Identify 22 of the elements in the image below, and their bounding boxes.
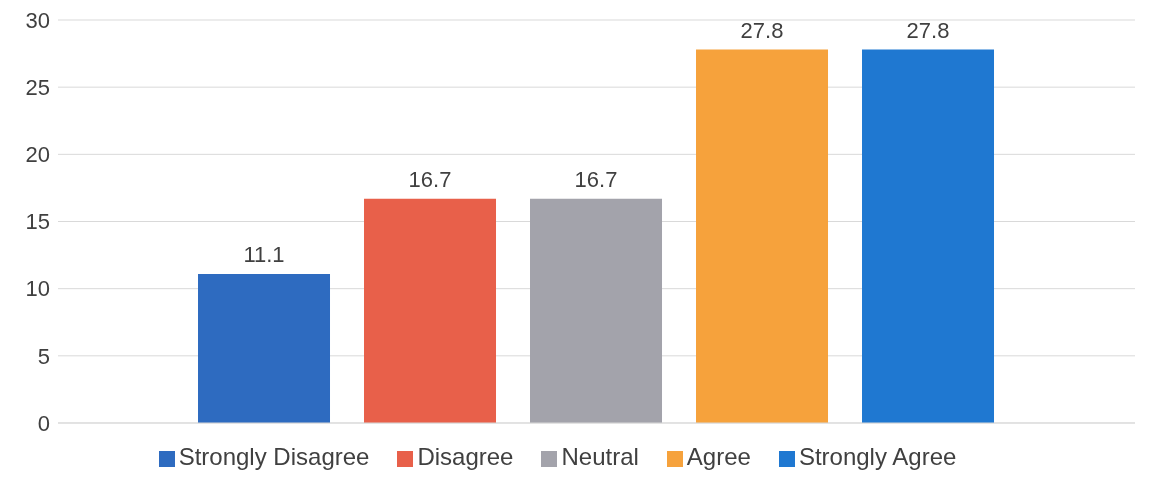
y-tick-label: 15: [25, 209, 50, 235]
legend-label: Strongly Disagree: [178, 443, 370, 470]
bar: [364, 198, 497, 423]
data-label: 11.1: [243, 241, 285, 267]
y-tick-label: 0: [37, 410, 50, 436]
legend-label: Agree: [686, 443, 751, 470]
bar: [530, 198, 663, 423]
data-label: 27.8: [906, 17, 950, 43]
bar: [862, 49, 995, 423]
bar: [696, 49, 829, 423]
y-tick-label: 30: [25, 7, 50, 33]
bar: [198, 273, 331, 423]
data-label: 27.8: [740, 17, 784, 43]
data-label: 16.7: [574, 166, 618, 192]
y-tick-label: 20: [25, 142, 50, 168]
legend-label: Strongly Agree: [798, 443, 957, 470]
data-label: 16.7: [408, 166, 452, 192]
legend-label: Neutral: [561, 443, 639, 470]
legend-label: Disagree: [417, 443, 514, 470]
y-tick-label: 5: [37, 343, 50, 369]
y-tick-label: 10: [25, 276, 50, 302]
y-tick-label: 25: [25, 74, 50, 100]
